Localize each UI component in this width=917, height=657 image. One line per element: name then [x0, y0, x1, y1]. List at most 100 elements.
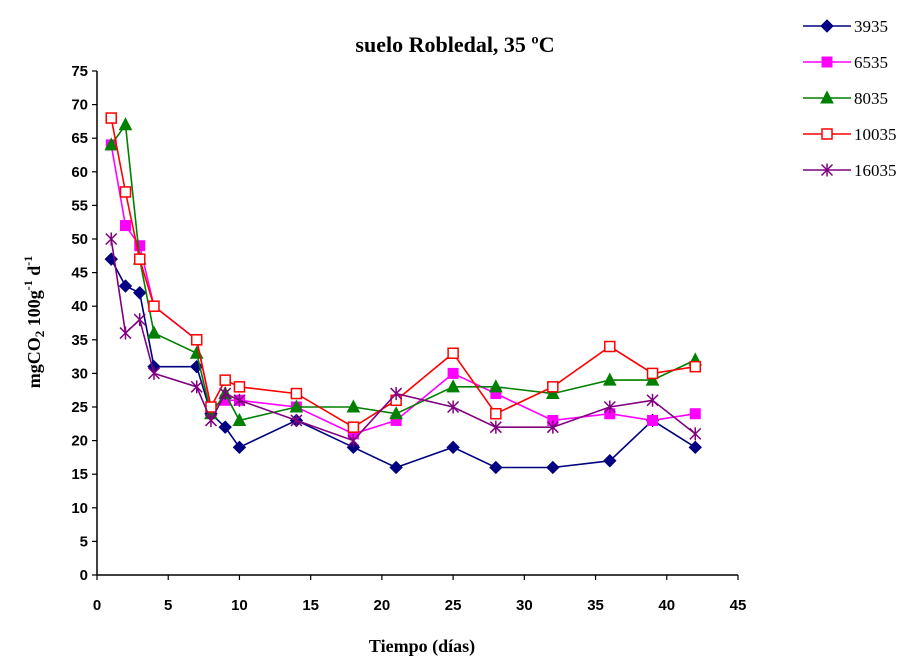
series-10035: [105, 112, 702, 433]
legend-label: 10035: [854, 125, 897, 144]
data-point: [489, 420, 502, 434]
data-point: [645, 372, 660, 386]
legend-entry: 10035: [803, 125, 897, 144]
data-point: [447, 400, 460, 414]
data-point: [119, 220, 131, 232]
data-point: [347, 421, 360, 433]
data-point: [346, 399, 361, 413]
y-axis-label-sup2: -1: [21, 256, 35, 266]
data-point: [119, 326, 132, 340]
data-point: [603, 454, 617, 468]
data-point: [190, 380, 203, 394]
x-tick-label: 30: [516, 597, 533, 614]
data-point: [233, 393, 246, 407]
data-point: [347, 434, 360, 448]
data-point: [446, 440, 460, 455]
data-point: [134, 240, 146, 252]
data-point: [232, 412, 247, 426]
data-point: [447, 347, 459, 359]
data-point: [603, 400, 616, 414]
x-tick-label: 15: [302, 597, 319, 614]
y-axis-label-sub: 2: [32, 331, 47, 338]
legend-marker: [820, 19, 834, 33]
legend-marker: [821, 128, 833, 140]
y-tick-label: 45: [71, 265, 88, 282]
x-tick-label: 20: [374, 597, 391, 614]
legend: 3935 6535 8035 10035 16035: [803, 17, 897, 180]
y-tick-label: 75: [71, 63, 88, 80]
data-point: [689, 360, 702, 373]
data-point: [118, 279, 133, 293]
y-tick-label: 40: [71, 298, 88, 315]
y-axis-ticks: 0 5 10 15 20 25 30 35 40 45 50 55 60 65 70 75: [71, 63, 97, 584]
data-point: [546, 420, 559, 434]
data-point: [118, 117, 133, 131]
data-point: [232, 440, 247, 455]
y-axis-label-mid: 100g: [24, 290, 44, 331]
y-tick-label: 30: [71, 365, 88, 382]
data-point: [190, 334, 203, 346]
series-3935: [104, 252, 702, 475]
data-point: [133, 313, 146, 327]
chart-title: suelo Robledal, 35 ºC: [355, 32, 554, 57]
y-tick-label: 10: [71, 500, 88, 517]
data-point: [604, 340, 616, 353]
y-tick-label: 20: [71, 433, 88, 450]
data-point: [646, 393, 659, 407]
y-tick-label: 55: [71, 197, 88, 214]
data-point: [489, 460, 503, 475]
x-tick-label: 25: [445, 597, 462, 614]
y-tick-label: 25: [71, 399, 88, 416]
data-point: [389, 460, 403, 475]
legend-marker: [820, 90, 834, 104]
data-point: [204, 413, 217, 427]
legend-label: 6535: [854, 53, 888, 72]
data-point: [490, 407, 502, 420]
legend-entry: 6535: [803, 53, 888, 72]
legend-label: 8035: [854, 89, 888, 108]
data-point: [133, 253, 146, 265]
data-point: [545, 385, 560, 400]
legend-label: 3935: [854, 17, 888, 36]
legend-marker: [821, 56, 833, 68]
x-tick-label: 5: [164, 597, 172, 614]
data-point: [233, 381, 246, 393]
data-point: [289, 399, 304, 413]
y-tick-label: 70: [71, 97, 88, 114]
y-tick-label: 15: [71, 466, 88, 483]
data-point: [147, 325, 161, 339]
legend-entry: 3935: [803, 17, 888, 36]
x-tick-label: 45: [730, 597, 747, 614]
y-tick-label: 50: [71, 231, 88, 248]
data-point: [547, 381, 559, 393]
data-point: [689, 408, 701, 420]
y-tick-label: 5: [80, 533, 88, 550]
data-point: [105, 112, 117, 124]
data-point: [389, 406, 403, 420]
plot-area: [96, 71, 738, 576]
data-point: [647, 414, 659, 426]
data-point: [646, 367, 659, 380]
data-point: [688, 440, 702, 455]
x-tick-label: 35: [587, 597, 604, 614]
data-point: [105, 232, 118, 246]
data-point: [290, 387, 303, 400]
x-tick-label: 10: [231, 597, 248, 614]
data-point: [290, 413, 303, 427]
y-axis-label-base: mgCO: [24, 337, 44, 388]
y-axis-label-sup1: -1: [21, 280, 35, 290]
y-tick-label: 35: [71, 332, 88, 349]
y-axis-label-mid2: d: [24, 266, 44, 281]
data-point: [602, 372, 617, 386]
series-16035: [105, 232, 702, 448]
x-axis-label: Tiempo (días): [369, 636, 475, 657]
data-point: [148, 300, 160, 312]
legend-entry: 8035: [803, 89, 888, 108]
data-point: [447, 367, 459, 379]
y-tick-label: 60: [71, 164, 88, 181]
legend-entry: 16035: [803, 161, 897, 180]
y-tick-label: 65: [71, 130, 88, 147]
data-point: [104, 137, 119, 151]
data-point: [119, 186, 132, 198]
